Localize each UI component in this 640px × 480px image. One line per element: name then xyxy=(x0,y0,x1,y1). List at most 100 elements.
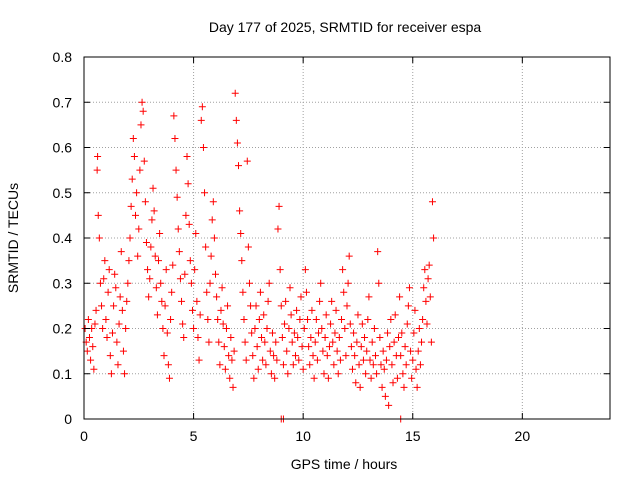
data-point-marker xyxy=(416,361,424,369)
data-point-marker xyxy=(379,347,387,355)
data-point-marker xyxy=(188,306,196,314)
data-point-marker xyxy=(198,103,206,111)
data-point-marker xyxy=(238,257,246,265)
data-point-marker xyxy=(252,302,260,310)
data-point-marker xyxy=(374,248,382,256)
data-point-marker xyxy=(100,275,108,283)
data-point-marker xyxy=(237,229,245,237)
data-point-marker xyxy=(271,374,279,382)
data-point-marker xyxy=(149,184,157,192)
data-point-marker xyxy=(430,234,438,242)
data-point-marker xyxy=(344,279,352,287)
data-point-marker xyxy=(96,279,104,287)
data-point-marker xyxy=(185,220,193,228)
data-point-marker xyxy=(124,279,132,287)
data-point-marker xyxy=(199,144,207,151)
data-point-marker xyxy=(258,334,266,342)
data-point-marker xyxy=(413,383,421,391)
data-point-marker xyxy=(382,356,390,364)
data-point-marker xyxy=(115,320,123,328)
data-point-marker xyxy=(369,361,377,369)
data-point-marker xyxy=(263,325,271,332)
data-point-marker xyxy=(287,311,295,319)
data-point-marker xyxy=(272,338,280,346)
data-point-marker xyxy=(421,266,429,274)
data-point-marker xyxy=(341,325,349,332)
data-point-marker xyxy=(282,297,290,305)
data-point-marker xyxy=(367,374,375,382)
data-point-marker xyxy=(135,225,143,233)
data-point-marker xyxy=(339,266,347,274)
data-point-marker xyxy=(405,284,413,292)
x-tick-label: 20 xyxy=(515,428,531,444)
data-point-marker xyxy=(89,343,97,351)
data-point-marker xyxy=(158,297,166,305)
data-point-marker xyxy=(259,356,267,364)
data-point-marker xyxy=(315,329,323,337)
data-point-marker xyxy=(358,320,366,328)
data-point-marker xyxy=(316,297,324,305)
data-point-marker xyxy=(108,329,116,337)
data-point-marker xyxy=(184,180,192,188)
data-point-marker xyxy=(415,325,423,332)
data-point-marker xyxy=(396,293,404,301)
data-point-marker xyxy=(148,216,156,224)
data-point-marker xyxy=(116,293,124,301)
data-point-marker xyxy=(207,252,215,260)
data-point-marker xyxy=(338,315,346,323)
data-point-marker xyxy=(312,315,320,323)
data-point-marker xyxy=(423,320,431,328)
data-point-marker xyxy=(300,325,308,332)
data-point-marker xyxy=(235,162,243,170)
data-point-marker xyxy=(322,311,330,319)
data-point-marker xyxy=(178,297,186,305)
data-point-marker xyxy=(402,361,410,369)
data-point-marker xyxy=(385,401,393,409)
data-point-marker xyxy=(342,352,350,360)
data-point-marker xyxy=(375,279,383,287)
x-tick-label: 0 xyxy=(80,428,88,444)
data-point-marker xyxy=(226,374,234,382)
data-point-marker xyxy=(118,306,126,314)
data-point-marker xyxy=(130,153,138,161)
data-point-marker xyxy=(127,202,135,210)
data-point-marker xyxy=(365,293,373,301)
data-point-marker xyxy=(411,306,419,314)
data-point-marker xyxy=(361,334,369,342)
data-point-marker xyxy=(404,302,412,310)
data-point-marker xyxy=(397,352,405,360)
data-point-marker xyxy=(324,374,332,382)
data-point-marker xyxy=(362,370,370,378)
data-point-marker xyxy=(144,266,152,274)
data-point-marker xyxy=(202,243,210,251)
data-point-marker xyxy=(410,329,418,337)
data-point-marker xyxy=(182,211,190,219)
data-point-marker xyxy=(90,365,98,373)
data-point-marker xyxy=(256,288,264,296)
data-point-marker xyxy=(288,338,296,346)
data-point-marker xyxy=(168,288,176,296)
data-point-marker xyxy=(317,279,325,287)
data-point-marker xyxy=(255,315,263,323)
data-point-marker xyxy=(371,352,379,360)
data-point-marker xyxy=(122,325,130,332)
data-point-marker xyxy=(248,329,256,337)
data-point-marker xyxy=(186,257,194,265)
data-point-marker xyxy=(353,338,361,346)
y-tick-label: 0.6 xyxy=(53,140,73,156)
data-point-marker xyxy=(407,347,415,355)
y-tick-label: 0 xyxy=(64,411,72,427)
data-point-marker xyxy=(197,116,205,124)
data-point-marker xyxy=(264,297,272,305)
data-point-marker xyxy=(193,297,201,305)
data-point-marker xyxy=(307,334,315,342)
data-point-marker xyxy=(209,198,217,206)
data-point-marker xyxy=(398,329,406,337)
data-point-marker xyxy=(183,153,191,161)
data-point-marker xyxy=(425,261,433,269)
data-point-marker xyxy=(180,334,188,342)
data-point-marker xyxy=(281,320,289,328)
x-axis-ticks: 0 5 10 15 20 xyxy=(80,57,530,444)
data-point-marker xyxy=(343,302,351,310)
